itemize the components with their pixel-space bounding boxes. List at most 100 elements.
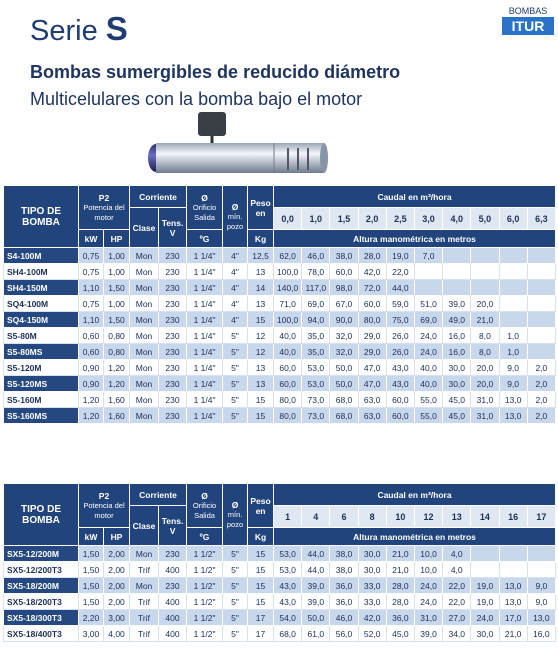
- table-cell: 32,0: [329, 327, 359, 344]
- table-cell: 5": [222, 577, 249, 594]
- diameter-symbol: Ø: [231, 499, 239, 510]
- table-cell: 15: [247, 391, 275, 408]
- table-cell: 0,75: [78, 295, 104, 312]
- table-cell: 43,0: [385, 375, 415, 392]
- table-cell: 9,0: [526, 577, 557, 594]
- table-cell: 24,0: [413, 327, 444, 344]
- table-cell: 12: [247, 327, 275, 344]
- empty-cell: [470, 561, 500, 578]
- table-cell: 54,0: [273, 609, 303, 626]
- table-row: SX5-18/400T3 3,00 4,00 Trif 400 1 1/2" 5" 17 68,…: [3, 625, 557, 642]
- table-cell: 21,0: [470, 311, 500, 328]
- flow-value: 1,0: [301, 207, 331, 230]
- table-cell: 56,0: [329, 625, 359, 642]
- table-body: SX5-12/200M 1,50 2,00 Mon 230 1 1/2" 5" 15 53,0 4…: [3, 545, 557, 642]
- table-cell: 1 1/2": [186, 593, 224, 610]
- head-label: Altura manométrica en metros: [353, 531, 476, 542]
- empty-cell: [526, 279, 557, 296]
- table-cell: 17: [247, 625, 275, 642]
- model-name: SX5-18/400T3: [3, 625, 79, 642]
- voltage-header: Tens. V: [158, 505, 188, 546]
- table-cell: 1,50: [78, 545, 104, 562]
- p2-label: P2: [98, 192, 110, 203]
- table-cell: 1 1/4": [186, 375, 224, 392]
- table-cell: 230: [158, 375, 188, 392]
- table-cell: 19,0: [470, 593, 500, 610]
- model-name: S5-160M: [3, 391, 79, 408]
- table-cell: 230: [158, 263, 188, 280]
- table-cell: 230: [158, 343, 188, 360]
- header-row: TIPO DE BOMBA P2 Potencia del motor Corrien…: [3, 185, 556, 248]
- table-cell: 230: [158, 577, 188, 594]
- table-cell: 69,0: [413, 311, 444, 328]
- table-cell: 61,0: [301, 625, 331, 642]
- table-cell: 5": [222, 561, 249, 578]
- model-name: S5-80MS: [3, 343, 79, 360]
- model-name: SH4-100M: [3, 263, 79, 280]
- well-label: mín. pozo: [226, 211, 244, 231]
- table-cell: 26,0: [385, 343, 415, 360]
- table-cell: 40,0: [273, 343, 303, 360]
- table-cell: 30,0: [442, 375, 472, 392]
- weight-header: Peso en: [247, 185, 275, 230]
- table-cell: 230: [158, 391, 188, 408]
- table-cell: 59,0: [385, 295, 415, 312]
- table-cell: 68,0: [329, 391, 359, 408]
- table-cell: 2,0: [526, 375, 557, 392]
- table-cell: 1,10: [78, 311, 104, 328]
- hp-label: HP: [110, 531, 123, 542]
- table-cell: 50,0: [329, 375, 359, 392]
- table-cell: 1 1/4": [186, 279, 224, 296]
- data-table: TIPO DE BOMBA P2 Potencia del motor Corrien…: [3, 185, 557, 424]
- table-cell: 1 1/2": [186, 545, 224, 562]
- header-row: TIPO DE BOMBA P2 Potencia del motor Corrien…: [3, 483, 556, 546]
- model-name: S5-160MS: [3, 407, 79, 424]
- current-label: Corriente: [139, 489, 177, 500]
- header-row: Clase Tens. V 0,0 1,0 1,5 2,0 2,5 3,0 4,0 5,0 6,0 6,…: [4, 207, 557, 248]
- table-cell: 4,00: [102, 625, 131, 642]
- empty-cell: [498, 311, 528, 328]
- logo: BOMBAS ITUR: [502, 6, 554, 35]
- table-cell: 21,0: [385, 561, 415, 578]
- flow-label: Caudal en m³/hora: [377, 191, 452, 202]
- table-row: SX5-18/200T3 1,50 2,00 Trif 400 1 1/2" 5" 15 43,…: [3, 593, 557, 610]
- class-header: Clase: [129, 207, 160, 248]
- empty-cell: [498, 247, 528, 264]
- table-cell: 38,0: [329, 561, 359, 578]
- table-cell: Mon: [129, 247, 160, 264]
- table-cell: 4,0: [442, 561, 472, 578]
- table-cell: 45,0: [442, 407, 472, 424]
- table-row: SQ4-150M 1,10 1,50 Mon 230 1 1/4" 4" 15 100,0 94,…: [3, 311, 557, 328]
- table-cell: 42,0: [357, 609, 387, 626]
- table-cell: 1 1/4": [186, 343, 224, 360]
- table-cell: 2,00: [102, 593, 131, 610]
- empty-cell: [498, 561, 528, 578]
- table-cell: 80,0: [357, 311, 387, 328]
- table-cell: 43,0: [273, 593, 303, 610]
- table-cell: Mon: [129, 359, 160, 376]
- table-cell: 22,0: [385, 263, 415, 280]
- table-cell: 13: [247, 359, 275, 376]
- kw-label: kW: [84, 531, 98, 542]
- subtitle: Multicelulares con la bomba bajo el moto…: [30, 89, 363, 109]
- class-label: Clase: [132, 520, 156, 531]
- table-cell: 94,0: [301, 311, 331, 328]
- table-cell: 39,0: [301, 577, 331, 594]
- header-row: kW HP ºG Kg Altura manométrica en metros: [4, 229, 556, 248]
- table-cell: 90,0: [329, 311, 359, 328]
- table-row: SH4-150M 1,10 1,50 Mon 230 1 1/4" 4" 14 140,0 117…: [3, 279, 557, 296]
- table-cell: 1,0: [498, 327, 528, 344]
- flow-value: 1,5: [329, 207, 359, 230]
- table-cell: 44,0: [301, 545, 331, 562]
- table-cell: 39,0: [413, 625, 444, 642]
- table-cell: 2,00: [102, 577, 131, 594]
- table-row: SX5-18/300T3 2,20 3,00 Trif 400 1 1/2" 5" 17 54,…: [3, 609, 557, 626]
- table-cell: 15: [247, 577, 275, 594]
- table-cell: 27,0: [442, 609, 472, 626]
- table-cell: 8,0: [470, 343, 500, 360]
- table-cell: 33,0: [357, 593, 387, 610]
- weight-label: Peso en: [250, 495, 271, 516]
- table-cell: 60,0: [329, 263, 359, 280]
- outlet-label: Orificio Salida: [192, 500, 217, 520]
